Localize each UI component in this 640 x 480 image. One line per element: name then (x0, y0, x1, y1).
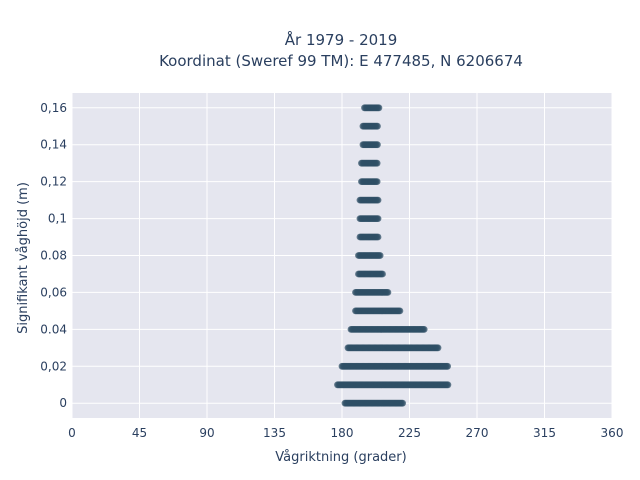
y-tick-label: 0.08 (40, 249, 67, 263)
x-tick-label: 315 (533, 426, 556, 440)
scatter-row (361, 104, 383, 112)
scatter-row (341, 399, 406, 407)
scatter-row (355, 270, 386, 278)
scatter-point (373, 159, 381, 167)
scatter-point (374, 122, 381, 130)
y-tick-label: 0,1 (48, 212, 67, 226)
x-tick-label: 270 (466, 426, 489, 440)
y-tick-label: 0,06 (40, 285, 67, 299)
scatter-row (359, 141, 381, 149)
chart-title-line-2: Koordinat (Sweref 99 TM): E 477485, N 62… (159, 52, 523, 70)
y-tick-label: 0,16 (40, 101, 67, 115)
x-axis-label: Vågriktning (grader) (275, 450, 406, 465)
scatter-row (356, 215, 382, 223)
scatter-point (396, 307, 404, 315)
scatter-point (374, 196, 382, 204)
x-tick-label: 135 (263, 426, 286, 440)
x-tick-label: 180 (331, 426, 354, 440)
scatter-point (379, 270, 386, 278)
scatter-row (352, 289, 392, 296)
x-axis-ticks: 0 45 90 135 180 225 270 315 360 (68, 426, 623, 440)
scatter-row (338, 362, 451, 370)
y-tick-label: 0,02 (40, 359, 67, 373)
scatter-point (434, 344, 442, 352)
y-axis-label: Signifikant våghöjd (m) (16, 182, 31, 334)
scatter-row (356, 233, 382, 241)
scatter-row (347, 326, 428, 333)
x-tick-label: 360 (601, 426, 624, 440)
scatter-row (358, 159, 381, 167)
scatter-point (399, 399, 406, 407)
y-axis-ticks: 0 0,02 0.04 0,06 0.08 0,1 0,12 0,14 0,16 (40, 101, 67, 410)
x-tick-label: 225 (398, 426, 421, 440)
chart-title-line-1: År 1979 - 2019 (285, 30, 398, 49)
scatter-point (374, 233, 382, 241)
scatter-row (355, 252, 384, 259)
scatter-row (334, 381, 452, 389)
scatter-point (384, 289, 392, 296)
x-tick-label: 90 (199, 426, 214, 440)
y-tick-label: 0,12 (40, 175, 67, 189)
scatter-point (374, 141, 381, 149)
scatter-row (356, 196, 382, 204)
scatter-point (444, 362, 451, 370)
scatter-point (375, 104, 383, 112)
y-tick-label: 0.04 (40, 322, 67, 336)
scatter-point (376, 252, 384, 259)
scatter-row (352, 307, 404, 315)
scatter-points (334, 104, 452, 407)
x-tick-label: 45 (132, 426, 147, 440)
scatter-row (344, 344, 442, 352)
scatter-point (444, 381, 452, 389)
scatter-point (373, 178, 381, 186)
y-tick-label: 0 (59, 396, 67, 410)
scatter-row (359, 122, 381, 130)
scatter-point (420, 326, 428, 333)
scatter-point (374, 215, 382, 223)
y-tick-label: 0,14 (40, 138, 67, 152)
x-tick-label: 0 (68, 426, 76, 440)
scatter-row (358, 178, 381, 186)
